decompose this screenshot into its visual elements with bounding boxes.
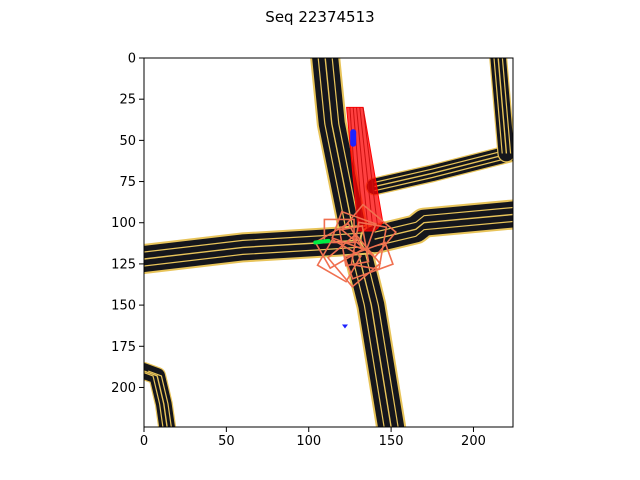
candidate-box	[331, 210, 377, 252]
x-tick-label: 50	[218, 434, 235, 449]
future-line	[356, 107, 369, 230]
candidate-box	[350, 221, 388, 271]
x-tick-label: 150	[379, 434, 404, 449]
road-layer	[144, 58, 513, 427]
future-line	[362, 107, 379, 230]
y-tick-label: 150	[111, 299, 136, 314]
lane-divider	[374, 148, 510, 183]
x-tick-label: 100	[296, 434, 321, 449]
plot-frame	[143, 57, 514, 428]
lane-centerline	[144, 370, 168, 427]
lane-divider	[493, 58, 503, 154]
lane-divider	[374, 220, 513, 247]
ego-trace	[313, 238, 331, 245]
lane-divider	[501, 58, 512, 154]
agent-history-point	[350, 141, 356, 147]
y-tick-label: 25	[119, 93, 136, 108]
x-tick-label: 0	[140, 434, 148, 449]
candidate-box	[343, 241, 394, 280]
x-axis: 0 50 100 150 200	[140, 427, 486, 449]
lane-centerline	[374, 213, 513, 240]
future-line	[359, 107, 374, 230]
y-tick-label: 0	[128, 52, 136, 67]
ego-point	[326, 239, 331, 243]
plot-area	[144, 58, 513, 427]
lane-divider	[144, 245, 375, 267]
lane-divider	[374, 206, 513, 233]
agent-history-point	[350, 134, 356, 140]
y-tick-label: 175	[111, 340, 136, 355]
chart-title: Seq 22374513	[265, 8, 374, 26]
future-line	[352, 107, 364, 230]
agent-point	[341, 324, 348, 329]
y-axis: 0 25 50 75 100 125 150 175 200	[111, 52, 144, 396]
future-line	[349, 107, 359, 230]
candidate-box	[316, 238, 362, 283]
y-tick-label: 100	[111, 216, 136, 231]
lane-centerline	[497, 58, 508, 154]
lane-centerline	[374, 152, 510, 188]
y-tick-label: 50	[119, 134, 136, 149]
y-tick-label: 75	[119, 175, 136, 190]
ego-point	[313, 240, 318, 245]
lane-divider	[144, 371, 164, 427]
lane-divider	[147, 370, 172, 427]
agents-layer	[313, 129, 357, 329]
lane-centerline	[144, 238, 375, 260]
y-tick-label: 125	[111, 257, 136, 272]
x-tick-label: 200	[461, 434, 486, 449]
lane-divider	[374, 157, 510, 192]
agent-history-point	[350, 129, 356, 135]
lane-divider	[144, 231, 375, 253]
y-tick-label: 200	[111, 381, 136, 396]
